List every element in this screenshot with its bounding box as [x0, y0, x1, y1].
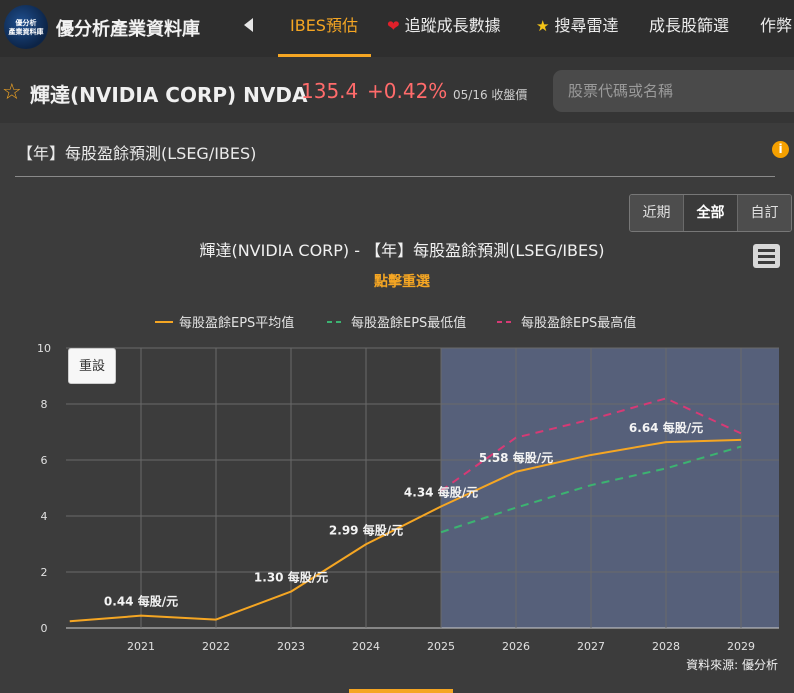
- chart-title: 輝達(NVIDIA CORP) - 【年】每股盈餘預測(LSEG/IBES): [199, 241, 604, 260]
- y-tick-label: 2: [41, 566, 48, 579]
- tab-ibes-label: IBES預估: [290, 16, 358, 35]
- stock-name: 輝達(NVIDIA CORP) NVDA: [30, 83, 308, 107]
- x-tick-label: 2025: [427, 640, 455, 653]
- data-label: 2.99 每股/元: [329, 522, 403, 537]
- x-tick-label: 2023: [277, 640, 305, 653]
- x-tick-label: 2021: [127, 640, 155, 653]
- y-tick-label: 0: [41, 622, 48, 635]
- forecast-region: [441, 348, 779, 628]
- favorite-star-icon[interactable]: ☆: [2, 80, 22, 105]
- price-date: 05/16 收盤價: [453, 88, 528, 102]
- y-tick-label: 6: [41, 454, 48, 467]
- x-tick-label: 2022: [202, 640, 230, 653]
- star-icon: ★: [536, 17, 550, 35]
- logo-text-line2: 產業資料庫: [8, 28, 44, 36]
- stock-change: +0.42%: [367, 79, 448, 103]
- tab-search-radar-label: 搜尋雷達: [554, 16, 619, 35]
- site-title[interactable]: 優分析產業資料庫: [56, 19, 200, 40]
- tab-growth-screener-label: 成長股篩選: [649, 16, 730, 35]
- top-nav-bar: [0, 0, 794, 57]
- tab-more-label: 作弊: [760, 16, 793, 35]
- series-line-2[interactable]: [440, 445, 742, 534]
- heart-icon: ❤: [387, 17, 400, 35]
- data-label: 4.34 每股/元: [404, 484, 478, 499]
- tab-track-growth-label: 追蹤成長數據: [404, 16, 501, 35]
- legend-item[interactable]: 每股盈餘EPS最高值: [521, 315, 636, 331]
- range-recent-button[interactable]: 近期: [630, 195, 684, 231]
- x-tick-label: 2028: [652, 640, 680, 653]
- data-label: 1.30 每股/元: [254, 570, 328, 585]
- data-label: 0.44 每股/元: [104, 594, 178, 609]
- legend-item[interactable]: 每股盈餘EPS最低值: [351, 315, 466, 331]
- tab-growth-screener[interactable]: 成長股篩選: [649, 0, 729, 57]
- info-icon[interactable]: i: [772, 141, 789, 158]
- legend-item[interactable]: 每股盈餘EPS平均值: [179, 315, 294, 331]
- x-tick-label: 2024: [352, 640, 380, 653]
- range-custom-button[interactable]: 自訂: [738, 195, 791, 231]
- stock-search-input[interactable]: [553, 70, 794, 112]
- x-tick-label: 2029: [727, 640, 755, 653]
- panel-divider: [15, 176, 775, 177]
- chart-subtitle[interactable]: 點擊重選: [374, 273, 430, 290]
- active-tab-indicator: [278, 54, 371, 57]
- tab-search-radar[interactable]: ★ 搜尋雷達: [536, 0, 619, 57]
- tab-more[interactable]: 作弊: [760, 0, 792, 57]
- bottom-tab-indicator: [349, 689, 453, 693]
- chart-credit: 資料來源: 優分析: [686, 658, 778, 672]
- y-tick-label: 10: [37, 342, 51, 355]
- tab-track-growth[interactable]: ❤ 追蹤成長數據: [387, 0, 501, 57]
- data-label: 5.58 每股/元: [479, 450, 553, 465]
- tab-ibes[interactable]: IBES預估: [290, 0, 358, 57]
- nav-scroll-left-icon[interactable]: [244, 18, 253, 32]
- range-all-button[interactable]: 全部: [684, 195, 738, 231]
- x-tick-label: 2027: [577, 640, 605, 653]
- panel-title: 【年】每股盈餘預測(LSEG/IBES): [17, 144, 257, 163]
- range-selector: 近期 全部 自訂: [629, 194, 792, 232]
- site-logo[interactable]: 優分析 產業資料庫: [4, 5, 48, 49]
- chart-menu-icon[interactable]: [753, 244, 780, 268]
- y-tick-label: 8: [41, 398, 48, 411]
- y-tick-label: 4: [41, 510, 48, 523]
- series-line-3[interactable]: [440, 397, 742, 492]
- x-tick-label: 2026: [502, 640, 530, 653]
- zoom-reset-button[interactable]: 重設: [68, 348, 116, 384]
- data-label: 6.64 每股/元: [629, 420, 703, 435]
- logo-text-line1: 優分析: [15, 19, 37, 27]
- stock-price: 135.4: [301, 79, 359, 103]
- series-line-1[interactable]: [69, 438, 742, 623]
